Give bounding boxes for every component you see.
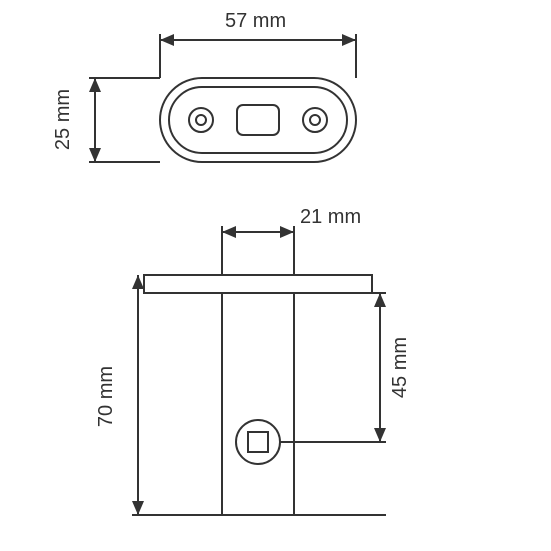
dim-70mm: 70 mm [95,366,118,427]
dim-45mm: 45 mm [389,337,412,398]
dim-57mm: 57 mm [225,10,286,33]
dim-21mm: 21 mm [300,206,361,229]
technical-drawing [0,0,551,551]
dim-25mm: 25 mm [52,89,75,150]
